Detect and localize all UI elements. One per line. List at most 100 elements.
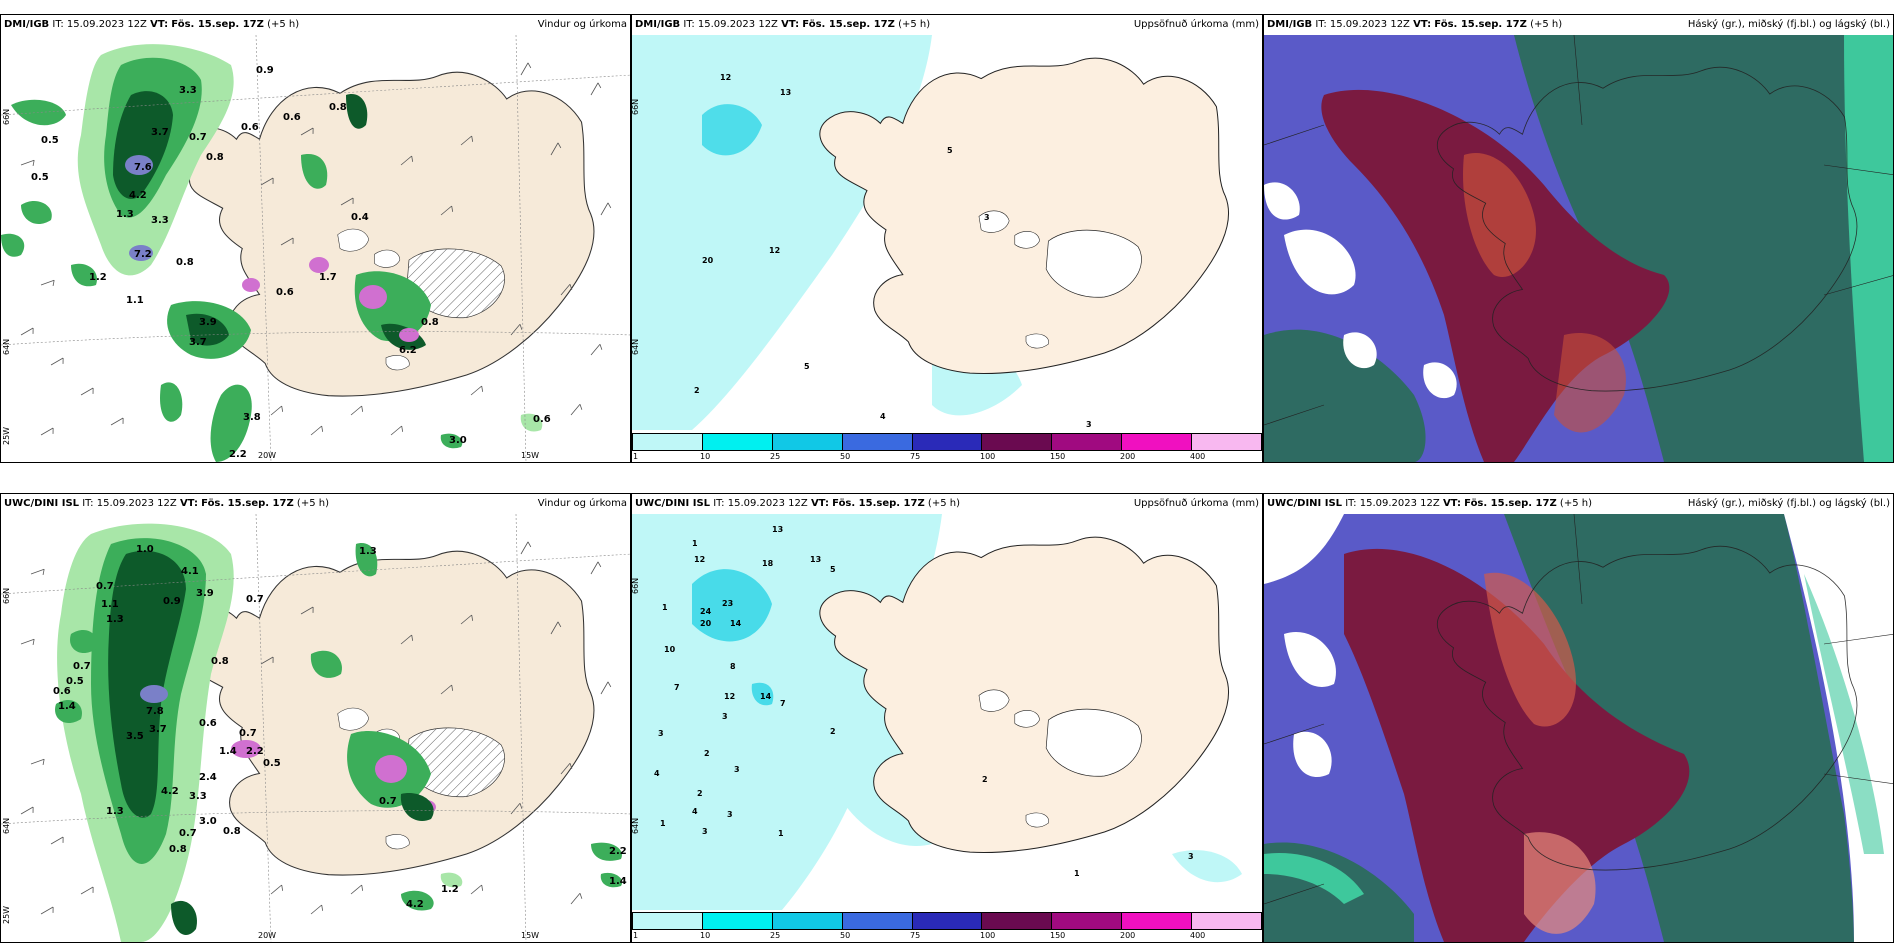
it-label: IT: bbox=[82, 498, 94, 509]
accum-label: 7 bbox=[780, 699, 786, 708]
precip-label: 3.5 bbox=[126, 731, 144, 742]
precip-label: 4.2 bbox=[406, 899, 424, 910]
it-value: 15.09.2023 12Z bbox=[66, 19, 147, 30]
colorbar-ticks: 1 10 25 50 75 100 150 200 400 bbox=[632, 452, 1262, 462]
accum-precip-map: 13 12 18 13 5 24 23 20 14 1 10 8 7 14 12… bbox=[632, 514, 1262, 910]
precip-label: 0.7 bbox=[379, 796, 397, 807]
vt-value: Fös. 15.sep. 17Z bbox=[171, 19, 264, 30]
precip-label: 0.6 bbox=[199, 718, 217, 729]
accum-label: 3 bbox=[658, 729, 664, 738]
it-label: IT: bbox=[713, 498, 725, 509]
model-name: UWC/DINI ISL bbox=[4, 498, 80, 509]
accum-label: 2 bbox=[694, 386, 700, 395]
precip-label: 0.5 bbox=[263, 758, 281, 769]
precip-label: 1.0 bbox=[136, 544, 154, 555]
colorbar-swatch bbox=[1052, 434, 1123, 450]
panel-header: DMI/IGB IT: 15.09.2023 12Z VT: Fös. 15.s… bbox=[1264, 15, 1893, 35]
accum-value-labels: 12 13 5 3 12 20 5 2 4 3 bbox=[694, 73, 1092, 429]
precip-label: 0.4 bbox=[351, 212, 369, 223]
colorbar-tick: 50 bbox=[840, 931, 851, 940]
accum-label: 4 bbox=[692, 807, 698, 816]
accum-label: 3 bbox=[722, 712, 728, 721]
vt-label: VT: bbox=[150, 19, 169, 30]
vt-value: Fös. 15.sep. 17Z bbox=[1464, 498, 1557, 509]
panel-header: UWC/DINI ISL IT: 15.09.2023 12Z VT: Fös.… bbox=[1, 494, 630, 514]
accum-label: 13 bbox=[772, 525, 783, 534]
accum-label: 1 bbox=[692, 539, 698, 548]
lon-label-25w: 25W bbox=[2, 427, 11, 445]
precip-label: 6.2 bbox=[399, 345, 417, 356]
precip-label: 0.8 bbox=[211, 656, 229, 667]
precip-label: 0.8 bbox=[421, 317, 439, 328]
accum-label: 20 bbox=[702, 256, 714, 265]
vt-value: Fös. 15.sep. 17Z bbox=[832, 498, 925, 509]
colorbar-tick: 100 bbox=[980, 452, 996, 461]
lead-offset: (+5 h) bbox=[927, 498, 960, 509]
panel-header: UWC/DINI ISL IT: 15.09.2023 12Z VT: Fös.… bbox=[632, 494, 1262, 514]
lead-offset: (+5 h) bbox=[1530, 19, 1563, 30]
precip-label: 0.8 bbox=[329, 102, 347, 113]
accum-label: 14 bbox=[760, 692, 772, 701]
it-value: 15.09.2023 12Z bbox=[697, 19, 778, 30]
precip-label: 0.7 bbox=[96, 581, 114, 592]
precip-label: 4.1 bbox=[181, 566, 199, 577]
precip-label: 0.7 bbox=[189, 132, 207, 143]
accum-label: 3 bbox=[702, 827, 708, 836]
colorbar-swatch bbox=[772, 434, 843, 450]
colorbar-swatch bbox=[982, 434, 1053, 450]
precip-label: 3.3 bbox=[151, 215, 169, 226]
accum-label: 2 bbox=[830, 727, 836, 736]
colorbar-tick: 25 bbox=[770, 931, 781, 940]
vt-value: Fös. 15.sep. 17Z bbox=[1434, 19, 1527, 30]
lead-offset: (+5 h) bbox=[898, 19, 931, 30]
it-value: 15.09.2023 12Z bbox=[1329, 19, 1410, 30]
precip-label: 0.6 bbox=[53, 686, 71, 697]
panel-clouds-uwc: UWC/DINI ISL IT: 15.09.2023 12Z VT: Fös.… bbox=[1263, 493, 1894, 943]
lat-label-64n: 64N bbox=[632, 818, 640, 834]
colorbar-tick: 150 bbox=[1050, 452, 1066, 461]
accum-label: 2 bbox=[982, 775, 988, 784]
precip-label: 3.9 bbox=[196, 588, 214, 599]
precip-label: 7.6 bbox=[134, 162, 152, 173]
accum-label: 1 bbox=[1074, 869, 1080, 878]
precip-label: 3.3 bbox=[189, 791, 207, 802]
colorbar-tick: 75 bbox=[910, 931, 921, 940]
accum-label: 3 bbox=[1188, 852, 1194, 861]
accum-label: 1 bbox=[660, 819, 666, 828]
model-name: DMI/IGB bbox=[635, 19, 681, 30]
precip-label: 3.7 bbox=[151, 127, 169, 138]
colorbar-ticks: 1 10 25 50 75 100 150 200 400 bbox=[632, 931, 1262, 941]
lat-label-64n: 64N bbox=[2, 818, 11, 834]
colorbar bbox=[632, 433, 1262, 451]
colorbar-tick: 200 bbox=[1120, 452, 1136, 461]
accum-label: 1 bbox=[778, 829, 784, 838]
lat-label-64n: 64N bbox=[2, 339, 11, 355]
precip-label: 1.3 bbox=[106, 614, 124, 625]
panel-wind-precip-uwc: UWC/DINI ISL IT: 15.09.2023 12Z VT: Fös.… bbox=[0, 493, 631, 943]
precip-label: 3.7 bbox=[189, 337, 207, 348]
lat-label-66n: 66N bbox=[2, 109, 11, 125]
lead-offset: (+5 h) bbox=[296, 498, 329, 509]
precip-label: 0.8 bbox=[206, 152, 224, 163]
precip-fields bbox=[55, 523, 623, 942]
accum-label: 13 bbox=[780, 88, 791, 97]
accum-label: 8 bbox=[730, 662, 736, 671]
colorbar-tick: 100 bbox=[980, 931, 996, 940]
precip-fields bbox=[1, 44, 543, 462]
panel-title: Uppsöfnuð úrkoma (mm) bbox=[1133, 19, 1259, 30]
colorbar-swatch bbox=[702, 913, 773, 929]
accum-label: 2 bbox=[697, 789, 703, 798]
model-name: DMI/IGB bbox=[1267, 19, 1313, 30]
precip-label: 2.2 bbox=[609, 846, 627, 857]
precip-label: 0.9 bbox=[163, 596, 181, 607]
accum-label: 3 bbox=[984, 213, 990, 222]
precip-label: 0.7 bbox=[73, 661, 91, 672]
it-label: IT: bbox=[1345, 498, 1357, 509]
colorbar-swatch bbox=[842, 913, 913, 929]
precip-label: 0.6 bbox=[276, 287, 294, 298]
accum-label: 4 bbox=[880, 412, 886, 421]
precip-label: 0.7 bbox=[246, 594, 264, 605]
accum-label: 3 bbox=[734, 765, 740, 774]
precip-label: 3.3 bbox=[179, 85, 197, 96]
precip-value-labels: 0.9 3.3 0.5 3.7 0.7 0.8 0.6 0.6 0.8 7.6 … bbox=[31, 65, 551, 460]
